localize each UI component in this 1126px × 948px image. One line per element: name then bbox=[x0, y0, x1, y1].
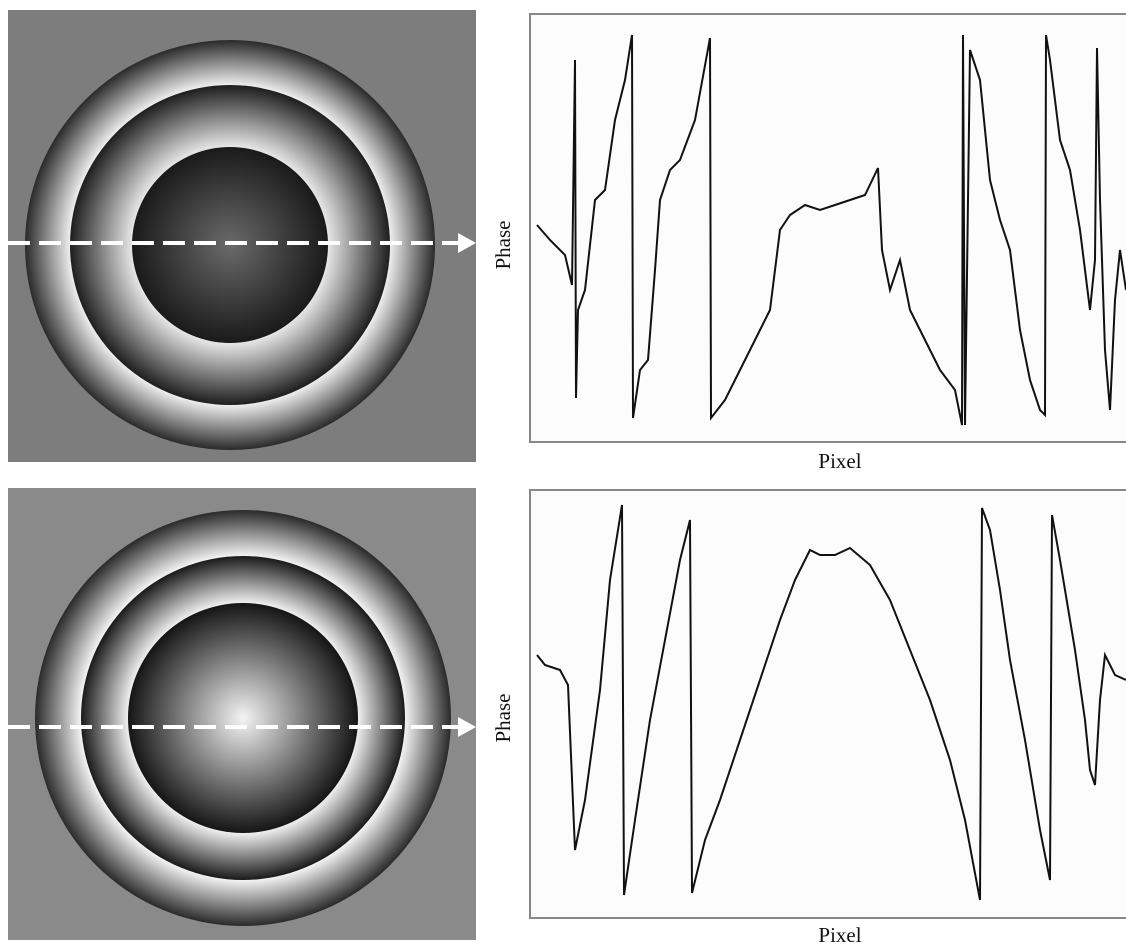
phase-map-filtered bbox=[8, 488, 476, 940]
phase-map-noisy bbox=[8, 10, 476, 462]
profile-plot-noisy: Phase Pixel bbox=[491, 14, 1126, 473]
x-axis-label: Pixel bbox=[818, 923, 861, 947]
x-axis-label: Pixel bbox=[818, 449, 861, 473]
y-axis-label: Phase bbox=[491, 694, 515, 743]
y-axis-label: Phase bbox=[491, 221, 515, 270]
profile-plot-filtered: Phase Pixel bbox=[491, 490, 1126, 947]
figure: Phase Pixel Phase Pixel bbox=[0, 0, 1126, 948]
